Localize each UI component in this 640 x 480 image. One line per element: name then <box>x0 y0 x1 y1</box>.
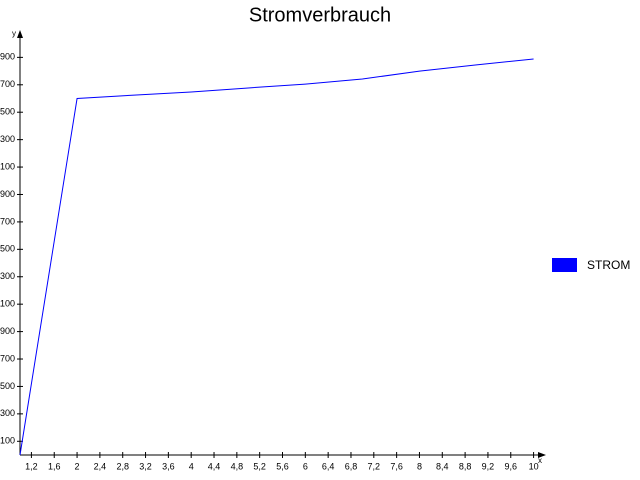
x-tick-label: 6,4 <box>322 461 335 471</box>
x-tick-label: 1,6 <box>48 461 61 471</box>
x-tick-label: 3,6 <box>162 461 175 471</box>
x-tick-label: 8,8 <box>459 461 472 471</box>
x-tick-label: 2,8 <box>116 461 129 471</box>
line <box>19 58 534 456</box>
x-tick-label: 10 <box>529 461 539 471</box>
x-tick-label: 9,2 <box>482 461 495 471</box>
y-axis-label: y <box>12 29 16 38</box>
y-tick-label: 2700 <box>0 79 15 89</box>
y-arrow <box>17 30 23 38</box>
y-tick-label: 1900 <box>0 189 15 199</box>
x-tick-label: 2 <box>75 461 80 471</box>
x-tick-label: 6,8 <box>345 461 358 471</box>
x-tick-label: 4 <box>189 461 194 471</box>
legend-label: STROM <box>587 258 630 272</box>
x-tick-label: 5,2 <box>253 461 266 471</box>
x-tick-label: 1,2 <box>25 461 38 471</box>
x-tick-label: 6 <box>303 461 308 471</box>
legend-swatch <box>552 258 577 272</box>
x-tick-label: 8 <box>417 461 422 471</box>
chart-title: Stromverbrauch <box>249 4 391 26</box>
y-tick-label: 1700 <box>0 216 15 226</box>
y-tick-label: 2100 <box>0 161 15 171</box>
x-tick-label: 7,2 <box>368 461 381 471</box>
y-tick-label: 2900 <box>0 52 15 62</box>
x-tick-label: 4,4 <box>208 461 221 471</box>
x-arrow <box>538 452 546 458</box>
x-tick-label: 2,4 <box>94 461 107 471</box>
y-tick-label: 500 <box>0 381 15 391</box>
x-tick-label: 3,2 <box>139 461 152 471</box>
y-tick-label: 700 <box>0 353 15 363</box>
y-tick-label: 1300 <box>0 271 15 281</box>
y-tick-label: 2500 <box>0 107 15 117</box>
x-tick-label: 8,4 <box>436 461 449 471</box>
x-tick-label: 7,6 <box>390 461 403 471</box>
y-tick-label: 900 <box>0 326 15 336</box>
x-tick-label: 5,6 <box>276 461 289 471</box>
x-axis-label: x <box>538 456 542 465</box>
x-tick-label: 4,8 <box>231 461 244 471</box>
y-tick-label: 300 <box>0 408 15 418</box>
x-tick-label: 9,6 <box>505 461 518 471</box>
y-tick-label: 100 <box>0 436 15 446</box>
y-tick-label: 1100 <box>0 299 15 309</box>
y-tick-label: 1500 <box>0 244 15 254</box>
y-tick-label: 2300 <box>0 134 15 144</box>
